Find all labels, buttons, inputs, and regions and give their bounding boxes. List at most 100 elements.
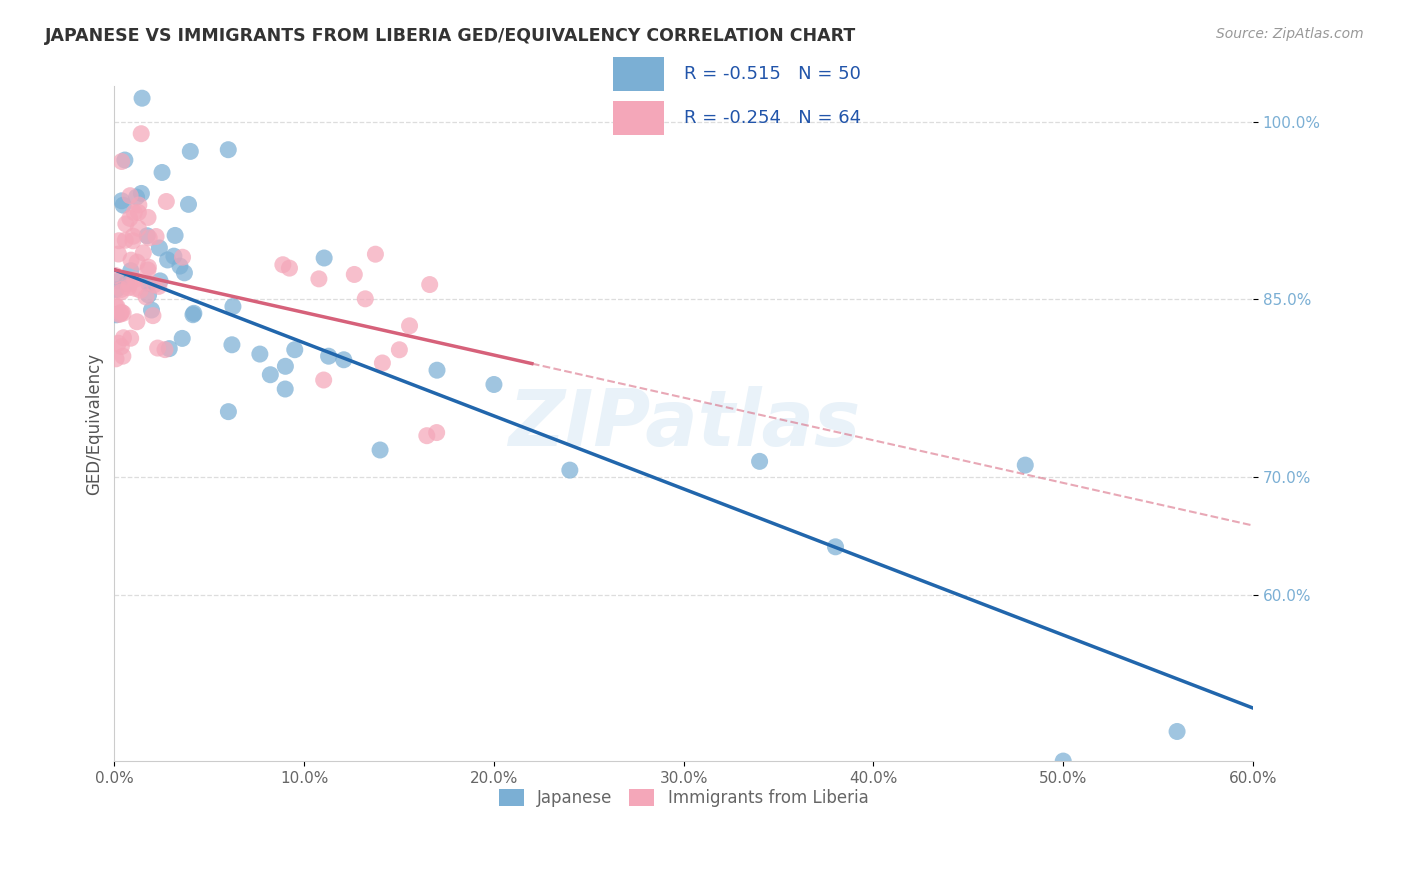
Point [371, 356, 394, 370]
Text: R = -0.515   N = 50: R = -0.515 N = 50 [685, 65, 860, 83]
Point [111, 194, 134, 208]
Point [165, 228, 187, 243]
Point [141, 303, 163, 318]
Point [332, 352, 354, 367]
Point [354, 292, 377, 306]
Point [1166, 724, 1188, 739]
Point [131, 186, 153, 201]
Point [148, 279, 170, 293]
Point [416, 428, 439, 442]
Point [125, 315, 148, 329]
Point [105, 351, 128, 366]
Point [156, 252, 179, 267]
Point [127, 205, 149, 219]
Point [146, 341, 169, 355]
Point [136, 263, 159, 277]
Point [419, 277, 441, 292]
Point [105, 308, 128, 322]
Point [124, 281, 146, 295]
Point [179, 145, 201, 159]
Point [112, 306, 135, 320]
Point [136, 211, 159, 225]
Point [122, 229, 145, 244]
Point [117, 280, 139, 294]
Text: JAPANESE VS IMMIGRANTS FROM LIBERIA GED/EQUIVALENCY CORRELATION CHART: JAPANESE VS IMMIGRANTS FROM LIBERIA GED/… [45, 27, 856, 45]
Point [110, 305, 132, 319]
Point [221, 338, 243, 352]
Point [138, 277, 160, 291]
Point [120, 263, 142, 277]
Point [1014, 458, 1036, 472]
Point [155, 194, 177, 209]
Point [124, 272, 146, 286]
Legend: Japanese, Immigrants from Liberia: Japanese, Immigrants from Liberia [492, 782, 875, 814]
Point [163, 249, 186, 263]
Point [142, 309, 165, 323]
FancyBboxPatch shape [613, 101, 665, 136]
Point [274, 382, 297, 396]
Point [368, 442, 391, 457]
Point [124, 205, 146, 219]
Point [398, 318, 420, 333]
Point [127, 255, 149, 269]
Point [110, 283, 132, 297]
Point [217, 143, 239, 157]
Point [426, 425, 449, 440]
Point [143, 277, 166, 292]
Point [1052, 754, 1074, 768]
Point [111, 154, 134, 169]
Point [169, 259, 191, 273]
Point [172, 250, 194, 264]
Point [271, 258, 294, 272]
Point [388, 343, 411, 357]
Point [284, 343, 307, 357]
Point [482, 377, 505, 392]
Point [112, 331, 135, 345]
Point [118, 277, 141, 291]
Point [222, 300, 245, 314]
Point [118, 211, 141, 226]
Point [312, 373, 335, 387]
Point [129, 127, 152, 141]
Point [172, 331, 194, 345]
Point [108, 234, 131, 248]
Point [173, 266, 195, 280]
Point [150, 165, 173, 179]
Point [135, 290, 157, 304]
Point [217, 404, 239, 418]
FancyBboxPatch shape [613, 56, 665, 91]
Point [145, 229, 167, 244]
Point [249, 347, 271, 361]
Point [105, 283, 128, 297]
Point [110, 340, 132, 354]
Point [153, 343, 176, 357]
Point [259, 368, 281, 382]
Point [426, 363, 449, 377]
Point [115, 217, 138, 231]
Point [107, 247, 129, 261]
Point [314, 251, 336, 265]
Text: R = -0.254   N = 64: R = -0.254 N = 64 [685, 109, 862, 127]
Point [120, 331, 142, 345]
Point [149, 274, 172, 288]
Point [125, 190, 148, 204]
Point [104, 268, 127, 283]
Point [110, 285, 132, 299]
Point [181, 308, 204, 322]
Point [748, 454, 770, 468]
Point [824, 540, 846, 554]
Point [131, 91, 153, 105]
Point [114, 153, 136, 167]
Point [120, 253, 142, 268]
Text: Source: ZipAtlas.com: Source: ZipAtlas.com [1216, 27, 1364, 41]
Point [136, 228, 159, 243]
Point [120, 188, 142, 202]
Point [138, 260, 160, 274]
Point [115, 277, 138, 291]
Text: ZIPatlas: ZIPatlas [508, 385, 860, 462]
Point [129, 283, 152, 297]
Point [114, 233, 136, 247]
Point [122, 234, 145, 248]
Point [105, 300, 128, 314]
Point [112, 198, 135, 212]
